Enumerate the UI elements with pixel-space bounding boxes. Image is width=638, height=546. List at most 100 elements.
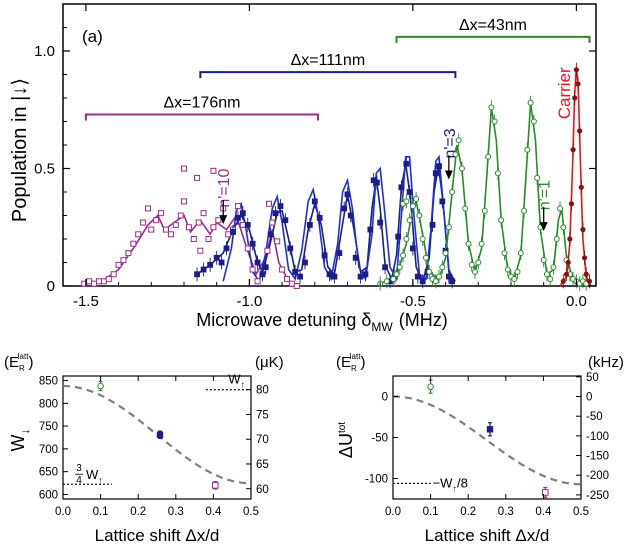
x-tick-label: 0.2 xyxy=(130,506,146,518)
series-4-point xyxy=(560,278,566,284)
series-3-point xyxy=(436,273,443,280)
panel-b-y-unit-right: (μK) xyxy=(255,354,284,371)
panel-b-y-axis-label-main: W xyxy=(8,435,28,452)
series-0-point xyxy=(110,271,117,278)
series-1-point xyxy=(445,273,452,280)
series-3-point xyxy=(400,252,407,259)
panel-a-ticks: -1.5 -1.0 -0.5 0.0 0 0.5 1.0 xyxy=(34,3,596,310)
series-1-point xyxy=(200,266,207,273)
y2-tick-label: -50 xyxy=(586,411,603,423)
series-0-point xyxy=(249,266,256,273)
series-0-point xyxy=(197,247,204,254)
x-tick-label: 0.5 xyxy=(573,506,589,518)
series-3-point xyxy=(390,275,397,282)
reference-label-sub: ↑ xyxy=(98,475,103,485)
series-3-point xyxy=(465,240,472,247)
panel-c-y-unit-sup: latt xyxy=(350,352,361,361)
reference-label-main: W xyxy=(86,467,99,482)
series-1-point xyxy=(302,259,308,266)
y2-tick-label: -250 xyxy=(586,490,609,502)
y2-tick-label: 0 xyxy=(586,392,592,404)
y2-tick-label: 65 xyxy=(256,459,269,471)
series-1-point xyxy=(272,210,279,217)
series-3-point xyxy=(475,259,482,266)
series-4-point xyxy=(583,271,589,277)
series-0-point xyxy=(283,275,290,282)
series-1-point xyxy=(287,245,294,252)
series-1-point xyxy=(432,170,439,177)
panel-c-y-unit-open: (E xyxy=(336,354,351,371)
series-1-point xyxy=(259,271,266,278)
series-1-point xyxy=(194,271,200,278)
x-tick-label: 0.0 xyxy=(566,293,587,310)
panel-a-plot-frame xyxy=(62,3,597,287)
series-1-point xyxy=(277,203,284,210)
y2-tick-label: -100 xyxy=(586,431,609,443)
y-tick-label: 850 xyxy=(39,376,58,388)
series-3-point xyxy=(501,250,508,257)
series-3-point xyxy=(472,268,479,275)
series-3-point xyxy=(560,224,567,231)
series-1-point xyxy=(254,259,261,266)
series-0-point xyxy=(135,231,142,238)
series-0-fit-line xyxy=(85,213,299,287)
series-1-point xyxy=(230,229,236,235)
series-3-point xyxy=(393,271,400,278)
data-point xyxy=(486,426,494,433)
series-0-point xyxy=(145,205,152,212)
model-curve xyxy=(393,395,581,486)
series-4-point xyxy=(568,201,575,207)
y2-tick-label: 60 xyxy=(256,484,269,496)
series-3-point xyxy=(468,261,475,268)
y-tick-label: 650 xyxy=(39,467,58,479)
series-0-point xyxy=(194,174,201,181)
series-3-point xyxy=(439,264,446,271)
series-1-point xyxy=(244,221,251,228)
series-0-point xyxy=(264,247,271,254)
panel-a-y-axis-label: Population in |↓⟩ xyxy=(9,78,31,222)
y2-tick-label: 75 xyxy=(256,409,269,421)
series-3-point xyxy=(557,205,564,212)
series-0-point xyxy=(205,236,212,242)
x-tick-label: -1.0 xyxy=(236,293,262,310)
series-3-point xyxy=(553,236,560,242)
series-0-point xyxy=(130,240,137,247)
series-1-point xyxy=(352,254,359,261)
reference-label-sub: ↑ xyxy=(452,483,457,493)
series-1-point xyxy=(436,163,442,170)
series-1-point xyxy=(439,198,446,205)
y-tick-label: 0 xyxy=(382,392,388,404)
series-4-point xyxy=(586,278,593,284)
panel-c-data-layer: −W↑/8 xyxy=(393,379,581,498)
y2-tick-label: 80 xyxy=(256,385,269,397)
bracket-2-label: Δx=43nm xyxy=(459,17,527,34)
x-tick-label: 0.4 xyxy=(535,506,552,518)
series-3-point xyxy=(458,165,465,172)
series-1-point xyxy=(262,264,269,271)
series-1-point xyxy=(239,210,246,217)
x-tick-label: 0.3 xyxy=(168,506,184,518)
x-tick-label: 0.4 xyxy=(205,506,222,518)
series-0-point xyxy=(180,198,187,205)
series-1-point xyxy=(336,250,343,257)
series-0-point xyxy=(86,278,93,285)
series-3-point xyxy=(550,264,557,271)
x-tick-label: -1.5 xyxy=(73,293,99,310)
x-tick-label: 0.0 xyxy=(385,506,401,518)
series-0-point xyxy=(195,219,202,226)
series-0-point xyxy=(244,245,251,252)
series-3-point xyxy=(462,205,469,212)
annotation-1-arrow-head xyxy=(444,170,453,180)
panel-b-y-unit-sup: latt xyxy=(18,352,29,361)
panel-c-y-unit-left: (ERlatt) xyxy=(336,352,365,373)
y2-tick-label: -200 xyxy=(586,470,609,482)
annotation-1: n'=3 xyxy=(442,128,459,158)
series-0-point xyxy=(185,224,192,231)
panel-b-y-axis-label: W↓ xyxy=(8,429,32,452)
series-3-point xyxy=(521,207,528,214)
panel-c-y-unit-close: ) xyxy=(360,354,365,371)
series-3-point xyxy=(413,196,420,203)
series-0-point xyxy=(234,203,241,210)
series-3-point xyxy=(504,266,511,273)
series-0-point xyxy=(125,250,132,257)
